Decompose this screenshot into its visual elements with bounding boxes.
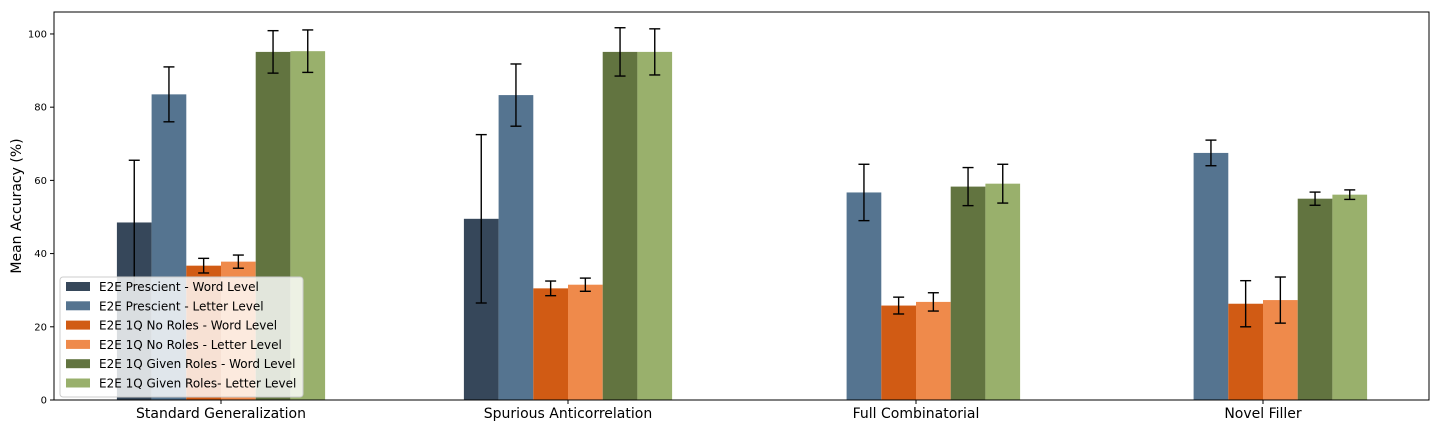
legend: E2E Prescient - Word Level E2E Prescient … bbox=[59, 276, 304, 398]
plot-area-frame bbox=[53, 11, 1430, 401]
y-tick-label: 80 bbox=[34, 103, 47, 114]
legend-swatch bbox=[66, 320, 90, 330]
legend-swatch bbox=[66, 359, 90, 369]
legend-swatch bbox=[66, 378, 90, 388]
y-tick-label: 0 bbox=[41, 396, 47, 407]
legend-swatch bbox=[66, 301, 90, 311]
x-tick-label: Novel Filler bbox=[1224, 406, 1302, 422]
y-axis: 0 20 40 60 80 100 bbox=[28, 29, 54, 407]
y-tick-label: 40 bbox=[34, 249, 47, 260]
legend-swatch bbox=[66, 282, 90, 291]
legend-label: E2E 1Q Given Roles- Letter Level bbox=[99, 377, 296, 391]
bar bbox=[985, 183, 1021, 400]
bar bbox=[1193, 152, 1229, 400]
bar bbox=[533, 288, 568, 400]
y-tick-label: 100 bbox=[28, 29, 47, 40]
bar bbox=[498, 95, 534, 400]
bar bbox=[1297, 198, 1333, 400]
y-tick-label: 60 bbox=[34, 176, 47, 187]
legend-swatch bbox=[66, 339, 90, 349]
bar bbox=[568, 284, 603, 400]
x-tick-label: Full Combinatorial bbox=[853, 406, 980, 422]
bar bbox=[881, 305, 916, 400]
error-bars-layer bbox=[128, 27, 1356, 328]
legend-label: E2E 1Q Given Roles - Word Level bbox=[99, 357, 295, 371]
legend-box bbox=[59, 276, 304, 398]
bar bbox=[950, 186, 986, 400]
legend-label: E2E Prescient - Letter Level bbox=[99, 299, 264, 313]
legend-label: E2E Prescient - Word Level bbox=[99, 280, 259, 294]
x-tick-label: Spurious Anticorrelation bbox=[484, 406, 652, 422]
x-axis: Standard Generalization Spurious Anticorr… bbox=[136, 400, 1302, 422]
bar bbox=[637, 51, 673, 401]
bar bbox=[846, 192, 882, 400]
bars-layer bbox=[116, 51, 1368, 401]
y-axis-label: Mean Accuracy (%) bbox=[9, 138, 25, 273]
bar bbox=[916, 301, 951, 400]
y-tick-label: 20 bbox=[34, 322, 47, 333]
bar bbox=[1332, 194, 1368, 400]
x-tick-label: Standard Generalization bbox=[136, 406, 306, 422]
bar bbox=[602, 51, 638, 401]
legend-label: E2E 1Q No Roles - Word Level bbox=[99, 319, 277, 333]
legend-label: E2E 1Q No Roles - Letter Level bbox=[99, 338, 282, 352]
